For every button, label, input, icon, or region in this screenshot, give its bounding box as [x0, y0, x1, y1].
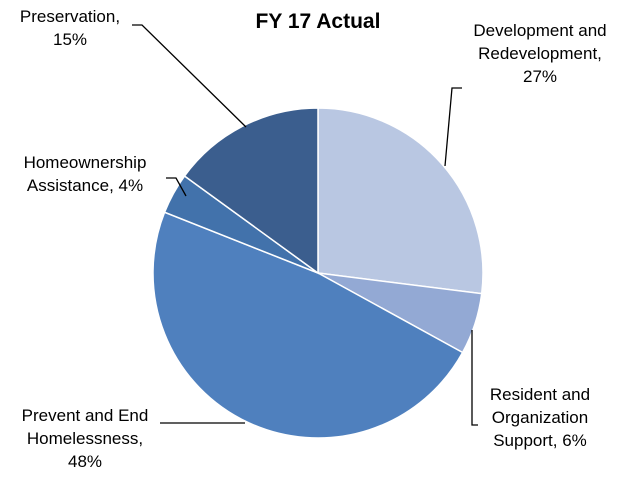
- leader-line: [166, 177, 187, 197]
- data-label-line: Homeownership: [24, 153, 147, 172]
- pie-slice: [152, 211, 464, 439]
- data-label-line: Preservation,: [20, 7, 120, 26]
- pie-slice: [317, 107, 484, 295]
- data-label-line: Prevent and End: [22, 406, 149, 425]
- pie-slice: [183, 107, 319, 275]
- data-label: Prevent and End Homelessness, 48%: [22, 406, 149, 471]
- data-label-line: Organization: [492, 408, 588, 427]
- chart-title: FY 17 Actual: [256, 10, 381, 33]
- data-label: Resident and Organization Support, 6%: [490, 385, 590, 450]
- leader-line: [132, 24, 247, 128]
- data-label: Development and Redevelopment, 27%: [473, 21, 606, 86]
- data-label: Homeownership Assistance, 4%: [24, 153, 147, 195]
- pie: [152, 107, 484, 439]
- data-label-line: 27%: [523, 67, 557, 86]
- data-label: Preservation, 15%: [20, 7, 120, 49]
- data-label-line: Development and: [473, 21, 606, 40]
- data-label-line: 48%: [68, 452, 102, 471]
- leader-line: [444, 87, 462, 167]
- data-label-line: Redevelopment,: [478, 44, 602, 63]
- data-label-line: Assistance, 4%: [27, 176, 143, 195]
- leader-line: [471, 330, 478, 426]
- data-label-line: 15%: [53, 30, 87, 49]
- data-label-line: Support, 6%: [493, 431, 587, 450]
- data-label-line: Resident and: [490, 385, 590, 404]
- data-label-line: Homelessness,: [27, 429, 143, 448]
